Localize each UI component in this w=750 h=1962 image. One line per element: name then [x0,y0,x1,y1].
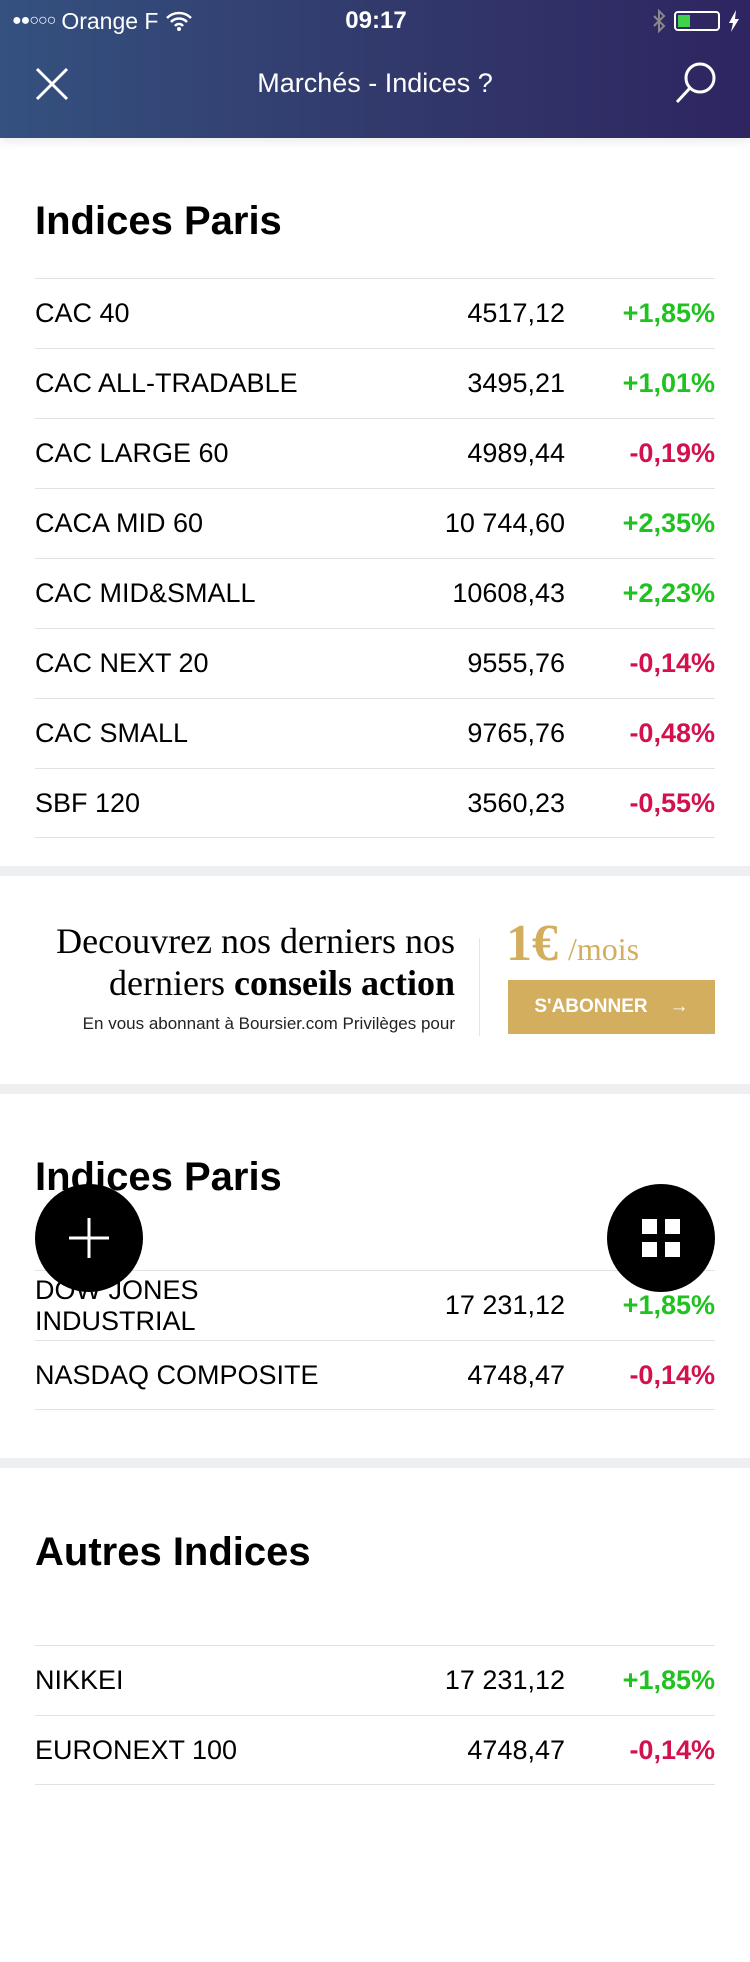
charging-icon [729,10,739,32]
index-row[interactable]: NASDAQ COMPOSITE 4748,47 -0,14% [35,1340,715,1410]
search-icon[interactable] [674,60,718,104]
index-row[interactable]: CAC ALL-TRADABLE 3495,21 +1,01% [35,348,715,418]
ad-price: 1€/mois [506,915,640,972]
index-change: +1,85% [622,1665,715,1695]
index-name: CACA MID 60 [35,508,204,538]
index-value: 17 231,12 [444,1665,565,1695]
index-value: 17 231,12 [444,1290,565,1320]
index-change: -0,14% [629,1734,715,1765]
index-change: -0,55% [629,787,715,818]
index-value: 4748,47 [467,1734,565,1765]
section-title: Indices Paris [35,199,282,243]
section-divider [0,1084,750,1094]
status-bar: ●●○○○ Orange F 09:17 [12,6,740,36]
carrier-name: Orange F [61,7,159,34]
index-row[interactable]: CAC NEXT 20 9555,76 -0,14% [35,628,715,698]
close-icon[interactable] [34,66,70,102]
index-row[interactable]: DOW JONES INDUSTRIAL 17 231,12 +1,85% [35,1270,715,1340]
index-row[interactable]: CAC 40 4517,12 +1,85% [35,278,715,348]
ad-headline-line2: derniers conseils action [109,963,455,1003]
index-row[interactable]: CACA MID 60 10 744,60 +2,35% [35,488,715,558]
subscribe-button[interactable]: S'ABONNER → [508,980,715,1034]
index-value: 4517,12 [467,298,565,328]
section-divider [0,866,750,876]
index-value: 4989,44 [467,438,565,468]
index-name: CAC NEXT 20 [35,648,209,678]
index-row[interactable]: SBF 120 3560,23 -0,55% [35,768,715,838]
index-value: 9765,76 [467,718,565,748]
plus-icon [69,1218,109,1258]
index-name: SBF 120 [35,787,141,818]
index-change: -0,14% [629,1359,715,1390]
section-title: Autres Indices [35,1530,311,1574]
add-button[interactable] [35,1184,143,1292]
index-change: +1,01% [622,368,715,398]
index-row[interactable]: CAC MID&SMALL 10608,43 +2,23% [35,558,715,628]
arrow-right-icon: → [669,996,689,1017]
index-row[interactable]: CAC LARGE 60 4989,44 -0,19% [35,418,715,488]
grid-view-button[interactable] [607,1184,715,1292]
index-name: CAC 40 [35,298,130,328]
index-change: +1,85% [622,298,715,328]
grid-icon [642,1219,680,1257]
index-name: CAC LARGE 60 [35,438,229,468]
index-value: 4748,47 [467,1359,565,1390]
wifi-icon [166,11,193,31]
index-name: CAC ALL-TRADABLE [35,368,298,398]
index-name: NASDAQ COMPOSITE [35,1359,319,1390]
bluetooth-icon [653,9,666,33]
index-name: EURONEXT 100 [35,1734,238,1765]
battery-icon [674,11,720,31]
clock: 09:17 [345,7,407,34]
index-change: +2,35% [622,508,715,538]
index-name: NIKKEI [35,1665,124,1695]
index-value: 10608,43 [452,578,565,608]
ad-divider [479,938,480,1036]
page-title: Marchés - Indices ? [257,67,493,98]
index-change: +1,85% [622,1290,715,1320]
index-value: 3560,23 [467,787,565,818]
index-row[interactable]: CAC SMALL 9765,76 -0,48% [35,698,715,768]
signal-strength-icon: ●●○○○ [12,12,56,29]
ad-headline-line1: Decouvrez nos derniers nos [56,921,455,961]
nav-bar: Marchés - Indices ? [0,58,750,108]
index-row[interactable]: EURONEXT 100 4748,47 -0,14% [35,1715,715,1785]
app-header: ●●○○○ Orange F 09:17 Marchés - Indices ? [0,0,750,138]
index-value: 10 744,60 [444,508,565,538]
index-change: -0,19% [629,438,715,468]
index-row[interactable]: NIKKEI 17 231,12 +1,85% [35,1645,715,1715]
index-change: +2,23% [622,578,715,608]
index-name: CAC SMALL [35,718,189,748]
index-change: -0,48% [629,718,715,748]
index-value: 3495,21 [467,368,565,398]
ad-subtext: En vous abonnant à Boursier.com Privilèg… [82,1014,455,1033]
index-value: 9555,76 [467,648,565,678]
section-divider [0,1458,750,1468]
index-name: CAC MID&SMALL [35,578,256,608]
subscription-banner[interactable]: Decouvrez nos derniers nos derniers cons… [0,876,750,1084]
index-change: -0,14% [629,648,715,678]
